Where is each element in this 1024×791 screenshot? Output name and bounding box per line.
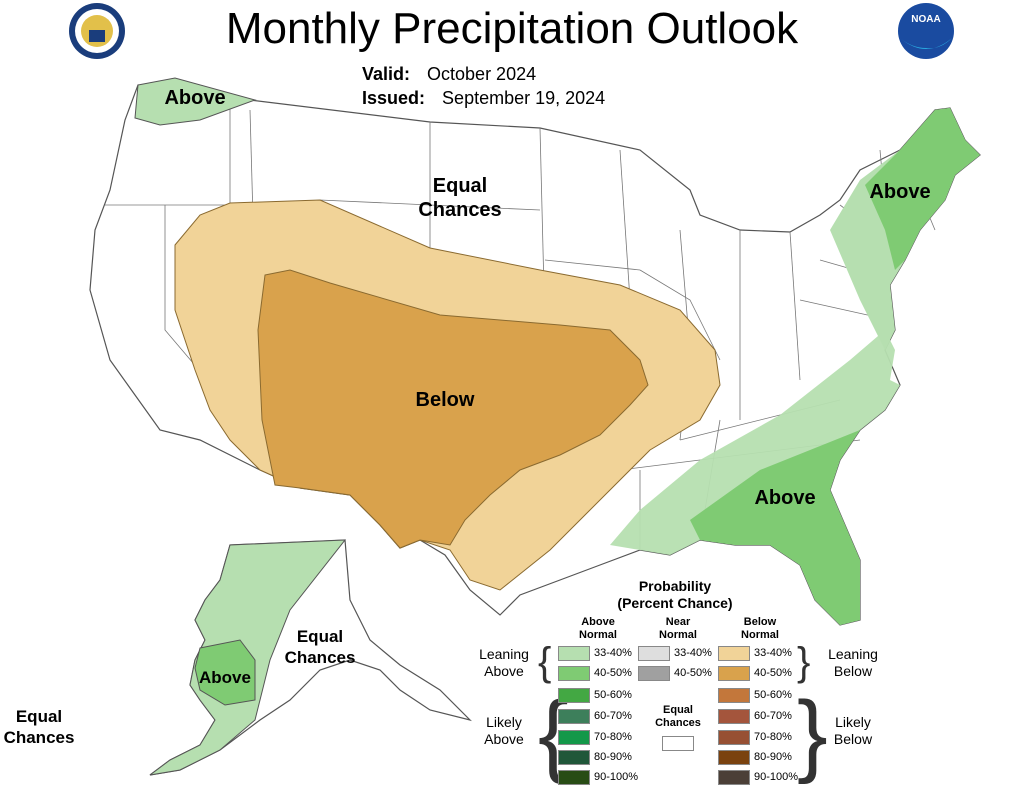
legend-brace-likely-below: } — [797, 683, 828, 785]
legend-near-swatch — [638, 666, 670, 681]
label-southwest: Below — [415, 389, 475, 411]
issued-label: Issued: — [362, 88, 426, 108]
commerce-seal-icon — [69, 3, 125, 59]
legend-above-swatch — [558, 770, 590, 785]
legend-above-range-label: 60-70% — [594, 710, 632, 722]
below-dark — [257, 269, 649, 549]
legend-above-range-label: 70-80% — [594, 731, 632, 743]
legend-below-swatch — [718, 646, 750, 661]
alaska-above-dark — [194, 639, 256, 706]
legend-brace-leaning-above: { — [538, 640, 552, 684]
legend-below-swatch — [718, 730, 750, 745]
legend-likely-above: Likely Above — [484, 714, 524, 747]
legend-above-swatch — [558, 750, 590, 765]
legend-likely-below: Likely Below — [833, 714, 873, 747]
label-southeast: Above — [754, 487, 816, 509]
legend-above-range-label: 33-40% — [594, 647, 632, 659]
label-northwest: Above — [164, 87, 226, 109]
legend-above-swatch — [558, 688, 590, 703]
legend-above-swatch — [558, 709, 590, 724]
legend-equal-chances-swatch — [662, 736, 694, 751]
legend-leaning-above: Leaning Above — [479, 646, 529, 679]
legend-brace-leaning-below: } — [797, 640, 811, 684]
above-northwest — [134, 77, 257, 126]
legend-above-range-label: 90-100% — [594, 771, 639, 783]
legend-below-range-label: 60-70% — [754, 710, 792, 722]
label-alaska-above: Above — [199, 668, 251, 687]
legend-below-range-label: 50-60% — [754, 689, 792, 701]
valid-row: Valid: October 2024 — [362, 64, 536, 85]
svg-text:NOAA: NOAA — [911, 14, 940, 25]
legend-below-range-label: 33-40% — [754, 647, 792, 659]
legend-col-below: Below Normal — [741, 616, 779, 641]
legend-above-range-label: 80-90% — [594, 751, 632, 763]
legend-below-swatch — [718, 709, 750, 724]
issued-row: Issued: September 19, 2024 — [362, 88, 605, 109]
legend-below-swatch — [718, 688, 750, 703]
legend-below-swatch — [718, 770, 750, 785]
legend-near-range-label: 40-50% — [674, 667, 712, 679]
legend-near-range-label: 33-40% — [674, 647, 712, 659]
label-northern-plains: Equal Chances — [418, 175, 502, 221]
valid-label: Valid: — [362, 64, 411, 84]
legend-leaning-below: Leaning Below — [828, 646, 878, 679]
legend-below-range-label: 90-100% — [754, 771, 799, 783]
legend-above-range-label: 50-60% — [594, 689, 632, 701]
legend-near-swatch — [638, 646, 670, 661]
page-title: Monthly Precipitation Outlook — [225, 4, 799, 53]
legend-above-range-label: 40-50% — [594, 667, 632, 679]
label-alaska-far-west: Equal Chances — [3, 707, 75, 747]
noaa-logo-icon: NOAA — [898, 3, 954, 59]
legend-equal-chances-label: Equal Chances — [655, 704, 701, 729]
legend-above-swatch — [558, 646, 590, 661]
valid-value: October 2024 — [427, 64, 537, 84]
label-alaska-east: Equal Chances — [284, 627, 356, 667]
legend-col-near: Near Normal — [659, 616, 697, 641]
issued-value: September 19, 2024 — [442, 88, 606, 108]
legend-below-swatch — [718, 666, 750, 681]
legend-above-swatch — [558, 730, 590, 745]
legend-below-swatch — [718, 750, 750, 765]
above-northeast-dark — [865, 108, 980, 270]
legend-below-range-label: 80-90% — [754, 751, 792, 763]
legend-title: Probability (Percent Chance) — [617, 578, 733, 611]
label-northeast: Above — [869, 181, 931, 203]
legend-below-range-label: 70-80% — [754, 731, 792, 743]
legend-col-above: Above Normal — [579, 616, 617, 641]
above-southeast-dark — [690, 430, 860, 625]
legend-above-swatch — [558, 666, 590, 681]
legend-below-range-label: 40-50% — [754, 667, 792, 679]
